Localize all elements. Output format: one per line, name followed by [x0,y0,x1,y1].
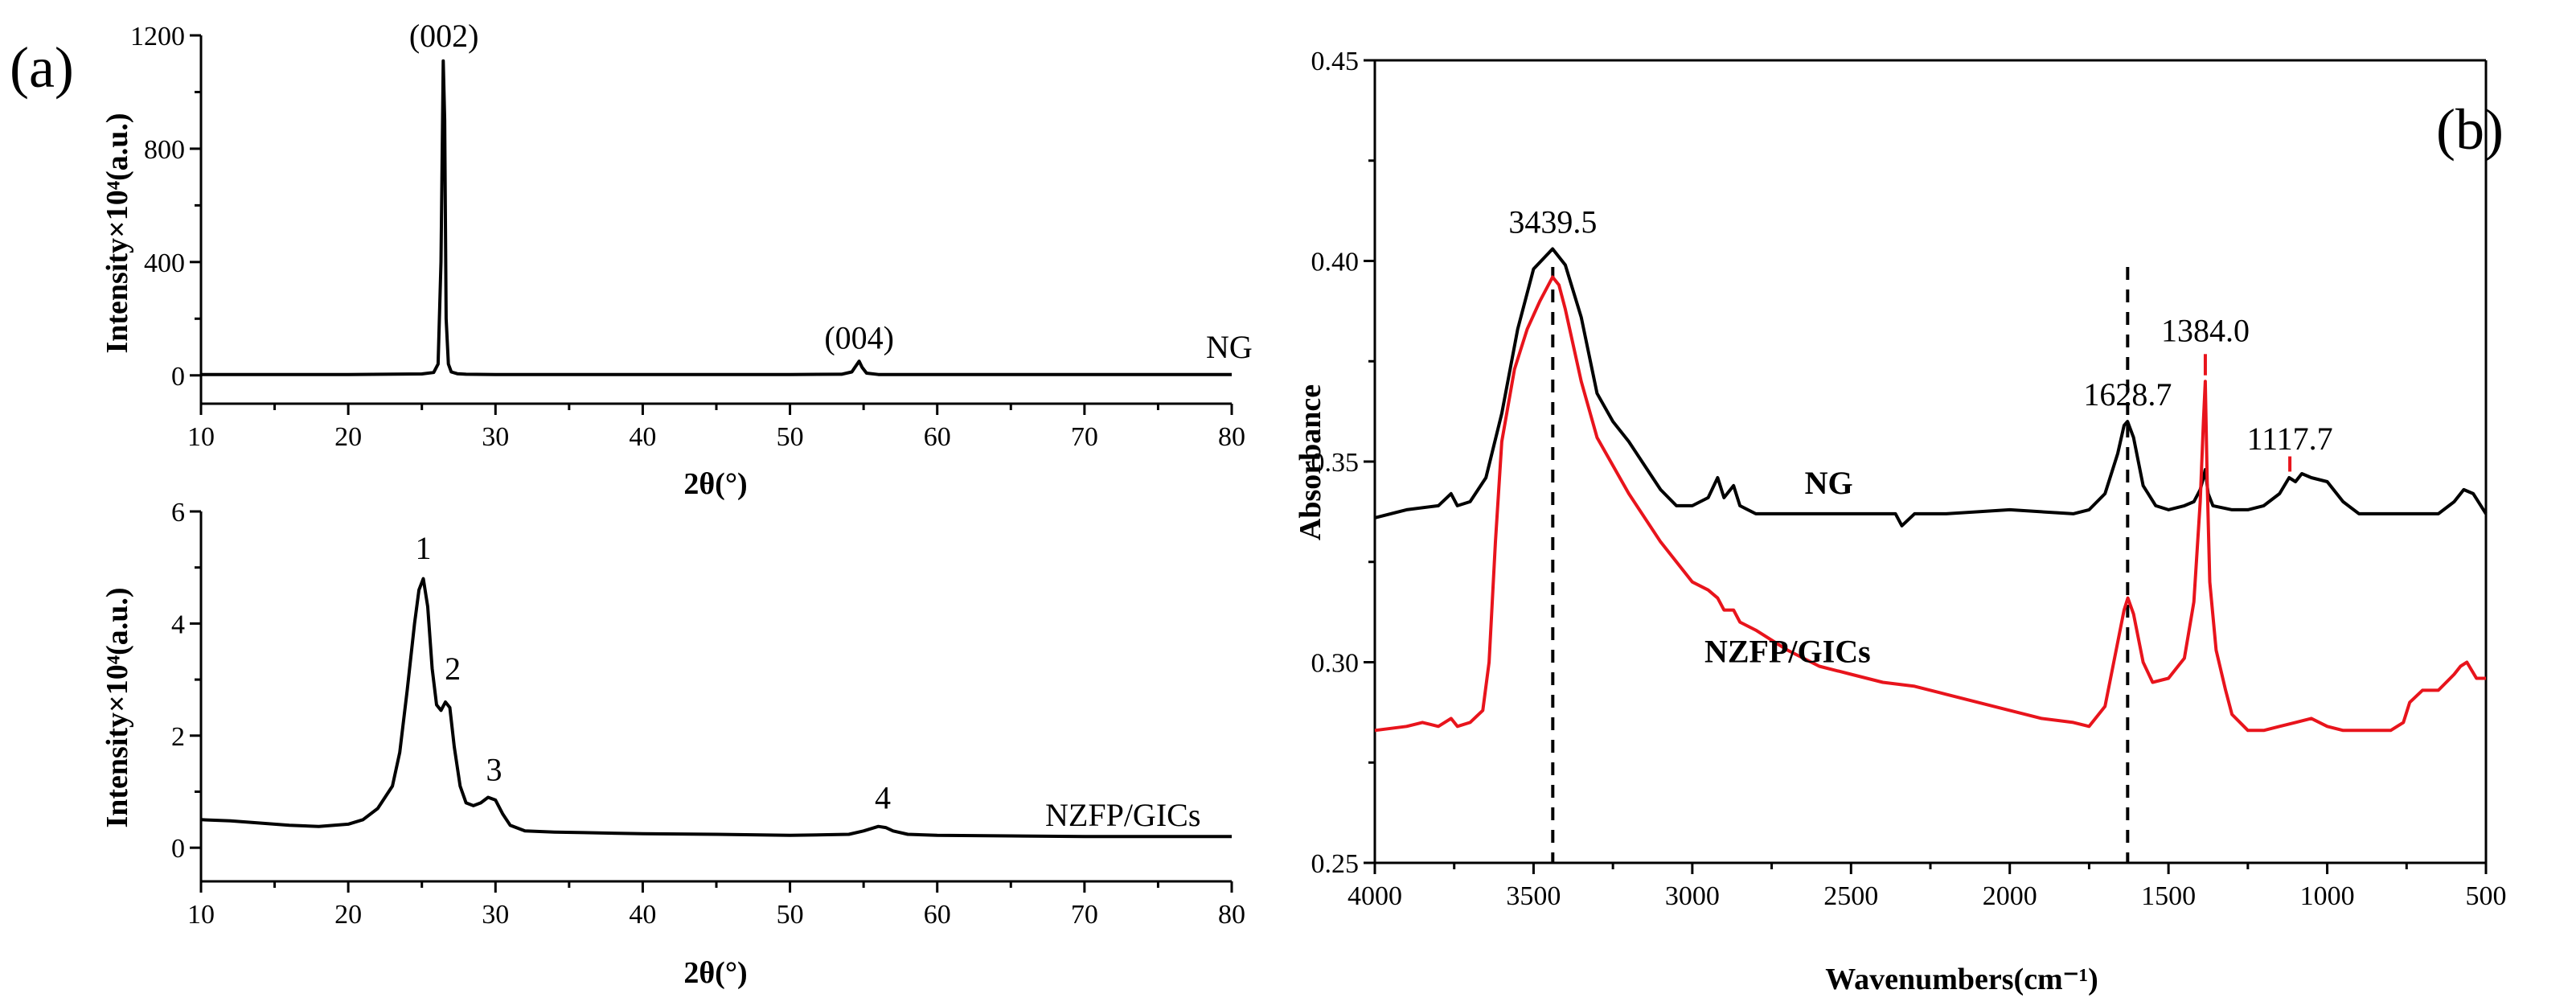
xrd-ng-series-line-1 [201,59,1232,376]
ftir-xtick-label: 3000 [1665,881,1720,911]
xrd-ng-annotation: (004) [824,319,894,355]
xrd-nzfp-annotation: 2 [445,651,461,687]
xrd-ng-xlabel: 2θ(°) [683,467,747,501]
xrd-nzfp-ytick-label: 0 [171,834,185,864]
ftir-ytick-label: 0.35 [1311,448,1360,478]
xrd-ng-ytick-label: 800 [144,135,185,165]
ftir-xtick-label: 1000 [2300,881,2355,911]
xrd-ng-ytick-label: 0 [171,362,185,392]
xrd-nzfp-ylabel: Intensity×10⁴(a.u.) [100,587,134,827]
xrd-nzfp-series-line-1 [200,577,1232,839]
ftir-xtick-label: 2500 [1823,881,1878,911]
xrd-nzfp-xtick-label: 70 [1071,900,1098,930]
xrd-nzfp-xlabel: 2θ(°) [683,956,747,990]
ftir-ytick-label: 0.30 [1311,649,1360,679]
ftir-annotation: 1117.7 [2247,421,2333,457]
xrd-ng-xtick-label: 30 [482,422,509,452]
ftir-xtick-label: 3500 [1506,881,1561,911]
xrd-nzfp-annotation: 4 [875,779,891,815]
ftir-ytick-label: 0.25 [1311,849,1360,879]
xrd-nzfp-xtick-label: 80 [1218,900,1245,930]
ftir-ytick-label: 0.45 [1311,47,1360,76]
xrd-nzfp-annotation: 1 [416,530,432,566]
xrd-ng-ytick-label: 1200 [130,22,185,51]
xrd-nzfp-xtick-label: 50 [777,900,804,930]
ftir-xtick-label: 1500 [2141,881,2196,911]
xrd-nzfp-chart: Intensity×10⁴(a.u.) 2θ(°) NZFP/GICs 10 20… [100,498,1245,990]
ftir-annotation: 3439.5 [1508,204,1597,240]
xrd-nzfp-ytick-label: 6 [171,498,185,528]
xrd-ng-xtick-label: 80 [1218,422,1245,452]
ftir-chart: (b) Absorbance Wavenumbers(cm⁻¹) 4000 350… [1294,47,2507,996]
xrd-ng-ytick-label: 400 [144,248,185,278]
xrd-nzfp-xtick-label: 30 [482,900,509,930]
panel-label-a: (a) [10,35,74,100]
xrd-ng-series-label: NG [1206,329,1253,365]
xrd-nzfp-ytick-label: 4 [171,610,185,639]
xrd-ng-xtick-label: 10 [187,422,215,452]
xrd-ng-annotation: (002) [409,18,479,54]
ftir-ytick-label: 0.40 [1311,248,1360,277]
panel-label-b: (b) [2436,97,2504,162]
ftir-annotation: 1384.0 [2161,312,2250,348]
xrd-nzfp-xtick-label: 40 [629,900,656,930]
xrd-ng-ylabel: Intensity×10⁴(a.u.) [100,113,134,353]
xrd-nzfp-xtick-label: 10 [187,900,215,930]
ftir-xtick-label: 500 [2466,881,2507,911]
ftir-xlabel: Wavenumbers(cm⁻¹) [1825,963,2098,996]
xrd-ng-xtick-label: 70 [1071,422,1098,452]
xrd-ng-xtick-label: 40 [629,422,656,452]
ftir-xtick-label: 4000 [1347,881,1402,911]
xrd-nzfp-ytick-label: 2 [171,722,185,752]
ftir-annotation: 1628.7 [2083,376,2172,413]
xrd-ng-chart: Intensity×10⁴(a.u.) 2θ(°) NG 10 20 30 40 50 6… [100,18,1253,501]
ftir-series-line-1 [1374,247,2488,528]
xrd-ng-xtick-label: 50 [777,422,804,452]
ftir-series-text-label: NG [1805,465,1853,501]
ftir-xtick-label: 2000 [1983,881,2037,911]
xrd-ng-xtick-label: 60 [924,422,951,452]
ftir-series-line-2 [1374,275,2486,733]
ftir-ylabel: Absorbance [1294,384,1327,540]
xrd-nzfp-annotation: 3 [486,752,502,788]
xrd-nzfp-series-label: NZFP/GICs [1045,797,1200,833]
ftir-series-text-label: NZFP/GICs [1704,634,1871,670]
xrd-ng-xtick-label: 20 [334,422,362,452]
xrd-nzfp-xtick-label: 60 [924,900,951,930]
xrd-nzfp-xtick-label: 20 [334,900,362,930]
